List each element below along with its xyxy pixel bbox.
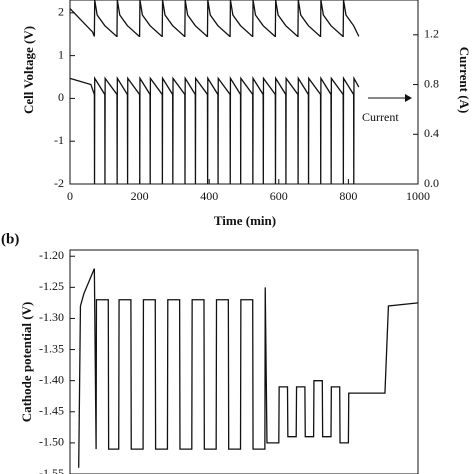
y-tick-label: 2 (58, 5, 64, 19)
y-tick-label: -1.30 (39, 310, 64, 324)
annotation: Current (362, 110, 399, 124)
x-tick-label: 1000 (406, 189, 430, 203)
x-tick-label: 200 (131, 189, 149, 203)
y-tick-label: -1.35 (39, 341, 64, 355)
y-tick-label: 1 (58, 47, 64, 61)
data-line (78, 268, 419, 468)
y2-tick-label: 1.2 (424, 27, 439, 41)
y2-tick-label: 0.8 (424, 76, 439, 90)
x-tick-label: 0 (67, 189, 73, 203)
y-tick-label: -1 (54, 133, 64, 147)
y-tick-label: -2 (54, 176, 64, 190)
plot-frame (69, 0, 419, 185)
x-tick-label: 800 (339, 189, 357, 203)
y-tick-label: -1.25 (39, 279, 64, 293)
x-tick-label: 400 (200, 189, 218, 203)
arrow-head (405, 94, 412, 102)
y-axis-label: Cathode potential (V) (19, 302, 34, 423)
y-tick-label: 0 (58, 90, 64, 104)
panel-label: (b) (1, 231, 19, 247)
y-tick-label: -1.50 (39, 435, 64, 449)
y-tick-label: -1.55 (39, 466, 64, 474)
y-tick-label: -1.40 (39, 372, 64, 386)
x-tick-label: 600 (270, 189, 288, 203)
y-tick-label: -1.45 (39, 404, 64, 418)
y2-tick-label: 0.4 (424, 126, 439, 140)
y-tick-label: -1.20 (39, 248, 64, 262)
data-line (69, 0, 360, 38)
y-axis-label: Cell Voltage (V) (21, 26, 36, 114)
y2-axis-label: Current (A) (457, 47, 472, 114)
data-line (69, 75, 360, 185)
x-axis-label: Time (min) (214, 213, 276, 228)
y2-tick-label: 0.0 (424, 176, 439, 190)
plot-frame (69, 249, 419, 474)
